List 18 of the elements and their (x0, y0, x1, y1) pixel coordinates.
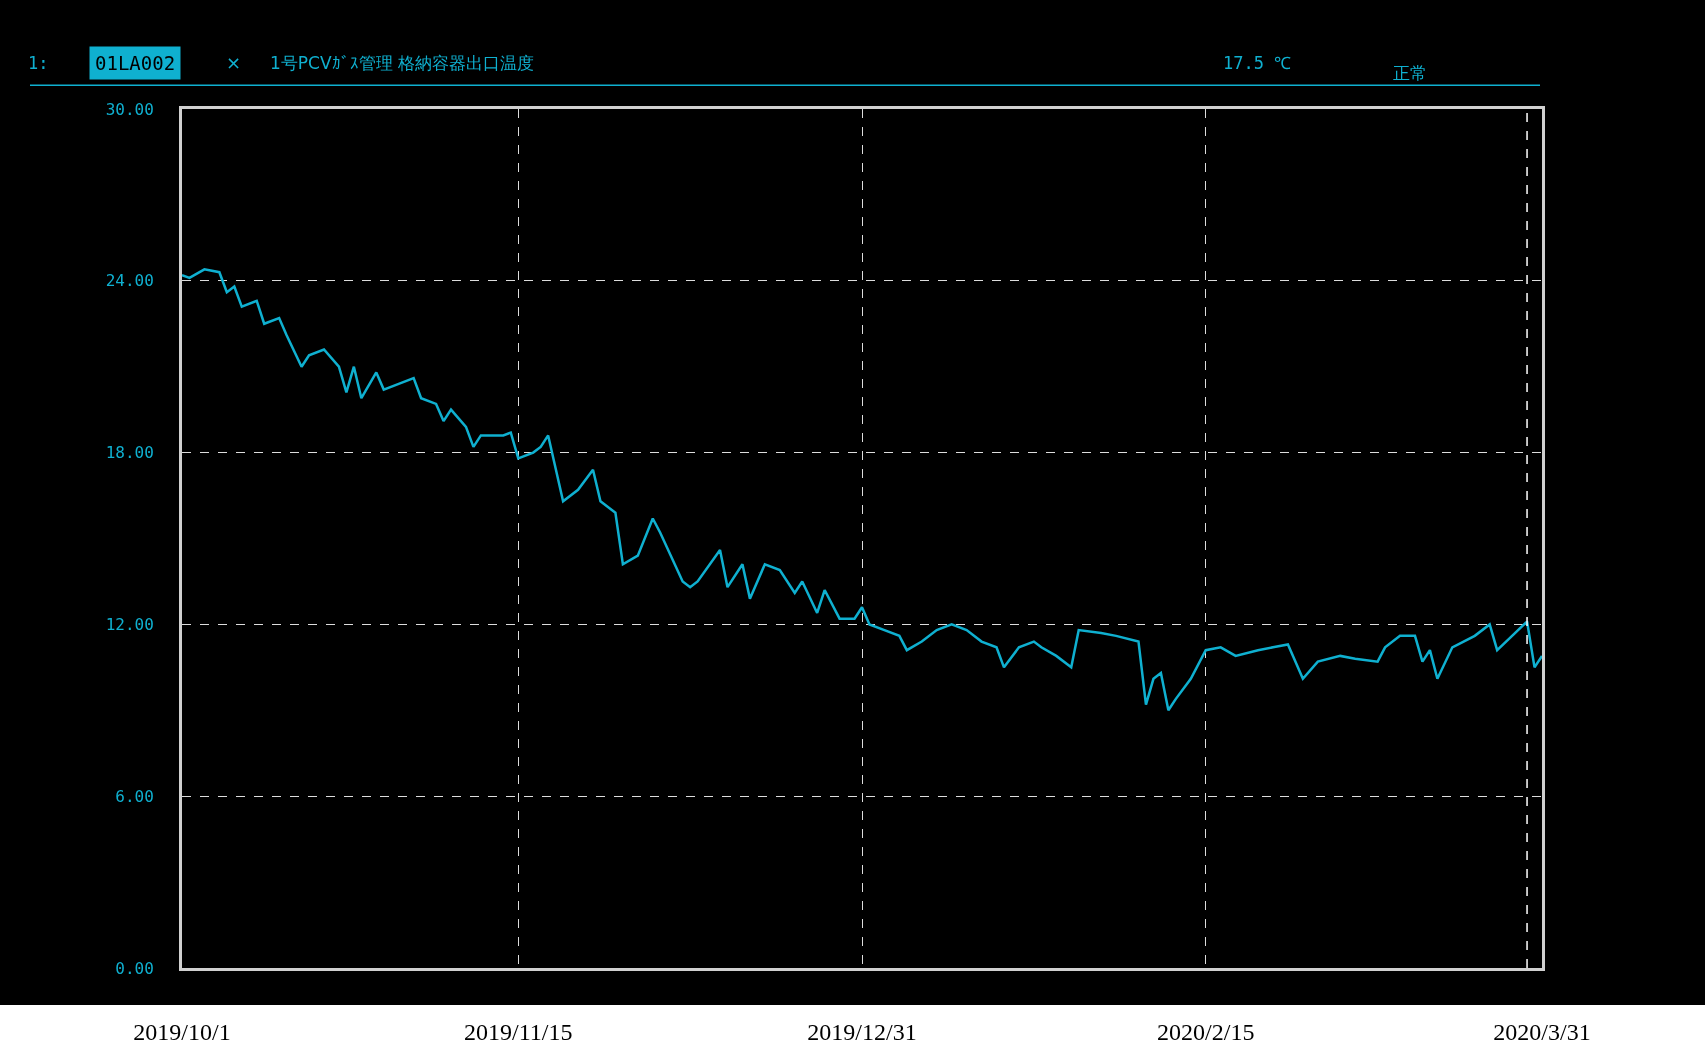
y-tick-label: 12.00 (105, 615, 154, 634)
y-tick-label: 6.00 (115, 786, 154, 806)
y-tick-label: 18.00 (105, 443, 154, 463)
x-tick-label: 2019/10/1 (133, 1018, 231, 1045)
x-tick-label: 2019/11/15 (464, 1018, 573, 1045)
y-tick-label: 30.00 (105, 99, 154, 119)
line-series (182, 268, 1542, 712)
text: 正常 (1393, 63, 1427, 83)
text: 1: (28, 53, 49, 73)
x-tick-label: 2019/12/31 (807, 1018, 917, 1045)
chart-title: 1号PCVｶﾞｽ管理 格納容器出口温度 (270, 53, 534, 73)
x-tick-label: 2020/3/31 (1493, 1018, 1591, 1045)
text: × (226, 52, 242, 73)
x-tick-label: 2020/2/15 (1157, 1018, 1255, 1045)
y-tick-label: 0.00 (115, 958, 154, 978)
text: 17.5 ℃ (1223, 53, 1292, 73)
y-tick-label: 24.00 (105, 271, 154, 291)
text: 01LA002 (95, 52, 176, 74)
